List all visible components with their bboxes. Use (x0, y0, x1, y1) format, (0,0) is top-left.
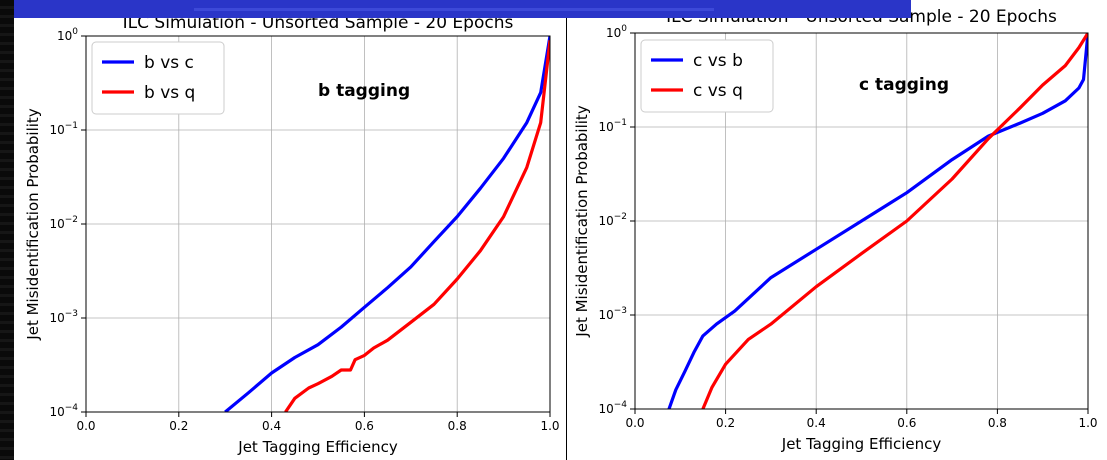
y-tick-exponent: −1 (614, 118, 627, 128)
y-tick-base: 10 (598, 120, 613, 134)
x-tick-label: 0.2 (716, 416, 735, 430)
y-tick-base: 10 (49, 405, 64, 419)
y-tick-exponent: 0 (72, 27, 78, 37)
y-tick-base: 10 (57, 29, 72, 43)
legend: b vs c b vs q (91, 41, 225, 115)
y-tick-label: 10−2 (598, 212, 627, 228)
y-axis-label: Jet Misidentification Probability (24, 108, 42, 341)
y-tick-base: 10 (598, 308, 613, 322)
chart-panel-c-tagging: ILC Simulation - Unsorted Sample - 20 Ep… (567, 0, 1107, 460)
series-line-b-vs-c (224, 36, 550, 412)
x-axis-label: Jet Tagging Efficiency (237, 438, 398, 456)
legend: c vs b c vs q (640, 39, 774, 113)
chart-b-tagging: ILC Simulation - Unsorted Sample - 20 Ep… (24, 13, 560, 456)
legend-label: b vs c (144, 53, 194, 73)
y-tick-exponent: −3 (614, 306, 627, 316)
y-tick-label: 10−3 (598, 306, 627, 322)
y-tick-base: 10 (49, 311, 64, 325)
x-tick-label: 0.4 (807, 416, 826, 430)
y-tick-exponent: −2 (614, 212, 627, 222)
x-tick-label: 0.8 (448, 419, 467, 433)
legend-label: c vs b (693, 51, 743, 71)
tagging-annotation: c tagging (859, 75, 949, 95)
y-tick-label: 10−3 (49, 309, 78, 325)
legend-label: b vs q (144, 83, 195, 103)
x-axis-label: Jet Tagging Efficiency (781, 435, 942, 453)
series-line-c-vs-b (667, 33, 1088, 409)
chart-c-tagging: ILC Simulation - Unsorted Sample - 20 Ep… (573, 7, 1098, 453)
y-tick-label: 100 (57, 27, 78, 43)
y-tick-base: 10 (598, 214, 613, 228)
x-tick-label: 0.0 (625, 416, 644, 430)
x-tick-label: 0.8 (988, 416, 1007, 430)
x-tick-label: 0.2 (169, 419, 188, 433)
y-axis-label: Jet Misidentification Probability (573, 105, 591, 338)
legend-box (91, 41, 225, 115)
y-tick-exponent: −2 (65, 215, 78, 225)
banner-overlay-text (194, 0, 714, 11)
y-tick-label: 10−4 (598, 400, 627, 416)
x-tick-label: 0.6 (355, 419, 374, 433)
x-tick-label: 0.6 (897, 416, 916, 430)
y-tick-label: 10−1 (598, 118, 627, 134)
y-tick-label: 10−4 (49, 403, 78, 419)
series-line-b-vs-q (284, 40, 550, 412)
y-tick-exponent: −4 (65, 403, 79, 413)
y-tick-exponent: 0 (621, 24, 627, 34)
legend-box (640, 39, 774, 113)
series-line-c-vs-q (701, 33, 1088, 409)
left-edge-strip (0, 0, 14, 460)
y-tick-base: 10 (606, 26, 621, 40)
x-tick-label: 0.4 (262, 419, 281, 433)
tagging-annotation: b tagging (318, 81, 410, 101)
y-tick-exponent: −3 (65, 309, 78, 319)
x-tick-label: 0.0 (76, 419, 95, 433)
y-tick-label: 100 (606, 24, 627, 40)
y-tick-label: 10−1 (49, 121, 78, 137)
x-tick-label: 1.0 (1078, 416, 1097, 430)
y-tick-base: 10 (49, 123, 64, 137)
chart-title: ILC Simulation - Unsorted Sample - 20 Ep… (123, 13, 514, 33)
y-tick-base: 10 (49, 217, 64, 231)
y-tick-label: 10−2 (49, 215, 78, 231)
y-tick-exponent: −4 (614, 400, 628, 410)
legend-label: c vs q (693, 81, 743, 101)
y-tick-exponent: −1 (65, 121, 78, 131)
title-banner (14, 0, 911, 18)
chart-panel-b-tagging: ILC Simulation - Unsorted Sample - 20 Ep… (14, 0, 566, 460)
y-tick-base: 10 (598, 402, 613, 416)
x-tick-label: 1.0 (540, 419, 559, 433)
